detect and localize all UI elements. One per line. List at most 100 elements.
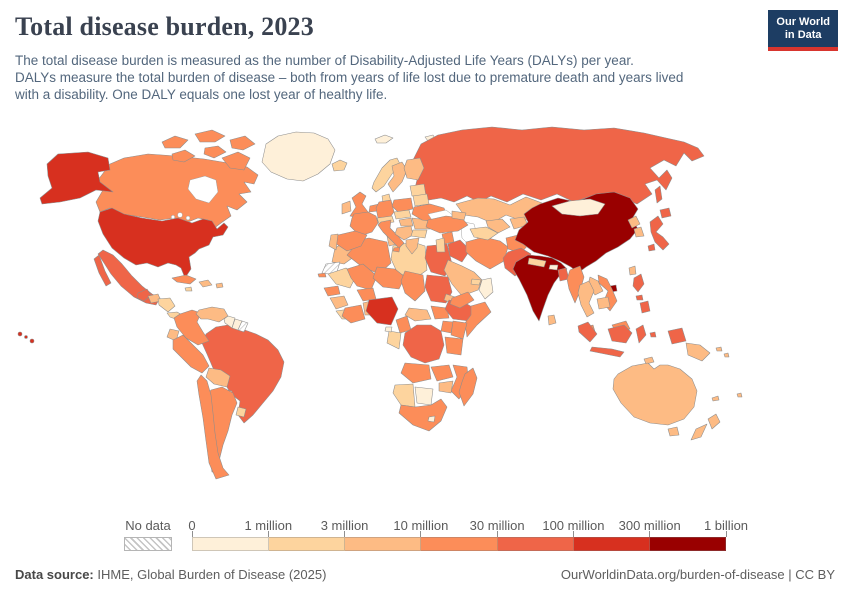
country-solomon-islands[interactable] bbox=[715, 346, 723, 352]
country-philippines-visayas[interactable] bbox=[635, 294, 644, 301]
legend-bin-0[interactable] bbox=[192, 537, 270, 551]
country-italy-sicily[interactable] bbox=[392, 246, 401, 253]
country-philippines-luzon[interactable] bbox=[632, 273, 645, 293]
country-new-zealand-north[interactable] bbox=[707, 413, 721, 430]
country-hispaniola[interactable] bbox=[198, 279, 213, 288]
country-bhutan[interactable] bbox=[548, 264, 559, 271]
country-uae[interactable] bbox=[470, 278, 482, 286]
country-usa-hawaii[interactable] bbox=[29, 338, 35, 344]
country-cuba[interactable] bbox=[171, 274, 197, 285]
country-france[interactable] bbox=[349, 211, 379, 237]
country-ireland[interactable] bbox=[341, 200, 352, 215]
country-indonesia-java[interactable] bbox=[589, 346, 625, 358]
country-canada-arctic[interactable] bbox=[161, 135, 189, 149]
country-sweden[interactable] bbox=[387, 161, 408, 193]
country-niger[interactable] bbox=[372, 266, 406, 290]
country-papua-new-guinea[interactable] bbox=[685, 342, 711, 362]
country-japan-kyushu[interactable] bbox=[647, 243, 656, 252]
country-caucasus[interactable] bbox=[451, 210, 467, 221]
country-hungary[interactable] bbox=[398, 217, 414, 227]
country-uganda[interactable] bbox=[440, 320, 454, 334]
country-thailand[interactable] bbox=[577, 280, 595, 318]
country-bolivia[interactable] bbox=[205, 367, 231, 388]
country-chad[interactable] bbox=[400, 270, 426, 302]
country-honduras-nicaragua[interactable] bbox=[157, 297, 176, 313]
country-japan-hokkaido[interactable] bbox=[659, 207, 672, 219]
legend-bin-5[interactable] bbox=[573, 537, 650, 551]
data-source-value[interactable]: IHME, Global Burden of Disease (2025) bbox=[97, 567, 327, 582]
country-kenya[interactable] bbox=[450, 320, 468, 340]
country-indonesia-papua[interactable] bbox=[667, 327, 687, 345]
country-canada-arctic[interactable] bbox=[229, 135, 256, 151]
country-peru[interactable] bbox=[172, 334, 210, 374]
country-nepal[interactable] bbox=[527, 257, 547, 268]
country-italy[interactable] bbox=[377, 219, 405, 249]
country-equatorial-guinea[interactable] bbox=[384, 326, 393, 333]
country-belarus[interactable] bbox=[412, 193, 430, 207]
country-canada-baffin[interactable] bbox=[221, 151, 251, 171]
country-mexico-yucatan[interactable] bbox=[136, 288, 152, 302]
country-gabon-congo[interactable] bbox=[386, 330, 402, 350]
country-indonesia-borneo[interactable] bbox=[607, 324, 633, 344]
country-drc[interactable] bbox=[402, 324, 445, 364]
country-turkmenistan[interactable] bbox=[469, 226, 499, 241]
legend-bin-4[interactable] bbox=[497, 537, 574, 551]
country-vietnam[interactable] bbox=[597, 274, 618, 312]
country-sri-lanka[interactable] bbox=[547, 314, 557, 326]
country-canada-arctic[interactable] bbox=[203, 145, 227, 159]
country-russia-sakhalin[interactable] bbox=[654, 185, 663, 204]
country-iraq[interactable] bbox=[447, 239, 471, 263]
country-taiwan[interactable] bbox=[628, 265, 637, 276]
country-usa[interactable] bbox=[97, 207, 229, 279]
country-usa-alaska[interactable] bbox=[39, 151, 114, 205]
country-jordan-israel[interactable] bbox=[435, 237, 446, 253]
country-guinea[interactable] bbox=[329, 295, 349, 310]
country-central-african-republic[interactable] bbox=[404, 307, 432, 322]
country-burkina-faso[interactable] bbox=[356, 287, 377, 302]
country-cote-divoire-ghana[interactable] bbox=[341, 304, 366, 324]
country-greenland[interactable] bbox=[261, 131, 336, 182]
country-greece[interactable] bbox=[405, 237, 420, 255]
country-canada-arctic[interactable] bbox=[171, 149, 196, 163]
country-portugal[interactable] bbox=[328, 233, 339, 251]
country-senegal[interactable] bbox=[323, 285, 341, 297]
country-philippines-mindanao[interactable] bbox=[639, 300, 651, 314]
country-mongolia[interactable] bbox=[551, 198, 606, 217]
country-poland[interactable] bbox=[391, 197, 414, 213]
country-baltics[interactable] bbox=[409, 183, 427, 197]
country-china[interactable] bbox=[514, 191, 639, 274]
country-cambodia[interactable] bbox=[596, 296, 611, 310]
owid-url-link[interactable]: OurWorldinData.org/burden-of-disease bbox=[560, 567, 785, 582]
country-new-zealand-south[interactable] bbox=[690, 423, 708, 441]
country-canada-arctic[interactable] bbox=[194, 129, 226, 143]
country-finland[interactable] bbox=[403, 157, 425, 181]
legend-bin-2[interactable] bbox=[345, 537, 422, 551]
no-data-swatch[interactable] bbox=[124, 537, 172, 551]
country-jamaica[interactable] bbox=[184, 286, 193, 292]
country-bulgaria[interactable] bbox=[410, 229, 428, 239]
country-indonesia-moluccas[interactable] bbox=[649, 331, 657, 338]
country-russia[interactable] bbox=[412, 126, 705, 205]
country-australia-tasmania[interactable] bbox=[667, 426, 680, 437]
country-usa-hawaii[interactable] bbox=[17, 331, 23, 337]
country-balkans[interactable] bbox=[394, 225, 414, 241]
country-mexico-baja[interactable] bbox=[93, 254, 112, 287]
country-madagascar[interactable] bbox=[458, 367, 478, 407]
country-fiji[interactable] bbox=[736, 392, 743, 398]
country-namibia[interactable] bbox=[392, 383, 416, 408]
country-iceland[interactable] bbox=[331, 159, 348, 172]
country-czech-slovakia[interactable] bbox=[393, 209, 412, 220]
country-chile[interactable] bbox=[196, 374, 230, 480]
country-australia[interactable] bbox=[612, 362, 698, 426]
country-indonesia-sulawesi[interactable] bbox=[635, 324, 647, 344]
country-zimbabwe[interactable] bbox=[438, 380, 454, 394]
country-solomon-islands[interactable] bbox=[723, 352, 730, 358]
country-french-guiana[interactable] bbox=[237, 320, 249, 333]
country-indonesia-sumatra[interactable] bbox=[577, 321, 598, 343]
country-puerto-rico[interactable] bbox=[215, 282, 224, 289]
country-zambia[interactable] bbox=[430, 364, 454, 382]
country-oman[interactable] bbox=[478, 277, 494, 300]
legend-bin-3[interactable] bbox=[421, 537, 498, 551]
country-uzbekistan[interactable] bbox=[485, 218, 511, 234]
country-usa-hawaii[interactable] bbox=[24, 335, 28, 339]
